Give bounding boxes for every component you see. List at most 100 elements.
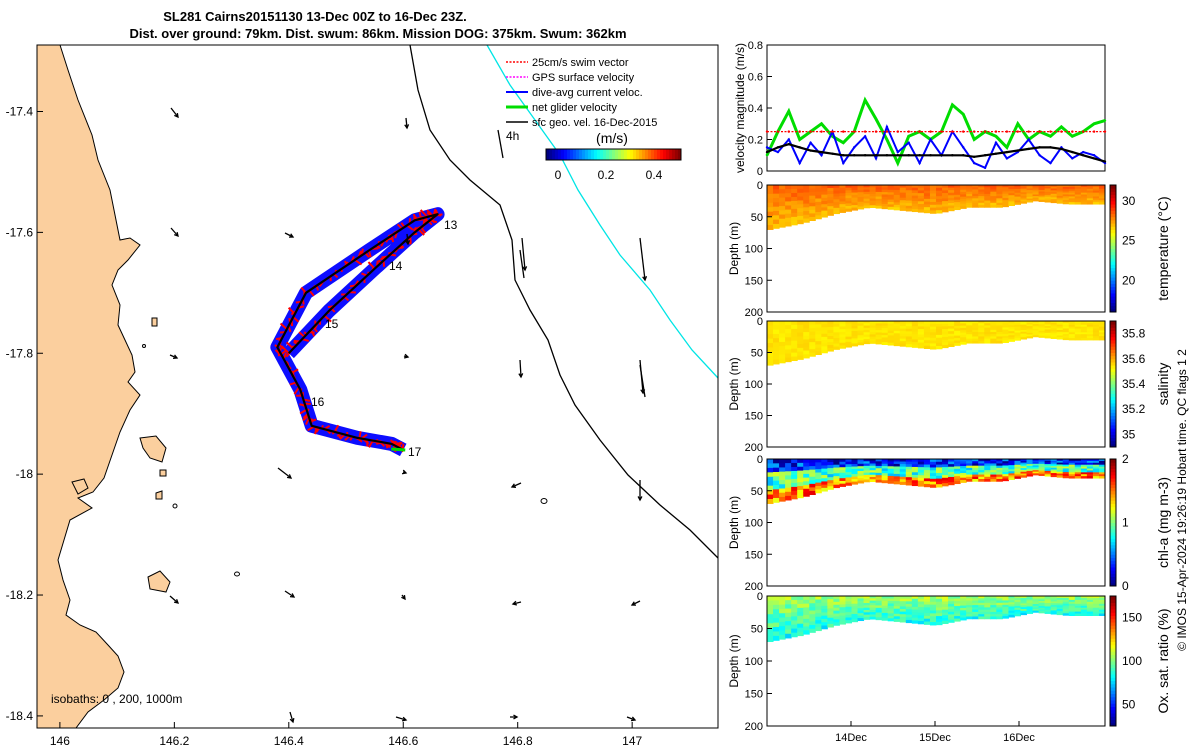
section-cell — [845, 341, 852, 345]
section-cell — [978, 463, 985, 467]
section-cell — [960, 187, 967, 191]
section-cell — [893, 333, 901, 337]
section-cell — [1044, 596, 1052, 599]
section-cell — [809, 628, 816, 633]
section-cell — [779, 321, 786, 326]
section-cell — [1050, 603, 1058, 606]
section-cell — [1080, 607, 1088, 611]
section-cell — [1008, 608, 1015, 612]
section-cell — [857, 470, 865, 474]
section-colorbar-cell — [1110, 361, 1116, 366]
section-cell — [881, 194, 889, 198]
section-cell — [929, 473, 937, 477]
section-cell — [851, 335, 859, 339]
section-cell — [899, 601, 907, 605]
section-cell — [821, 197, 828, 202]
section-cell — [954, 468, 961, 472]
section-cell — [1044, 198, 1052, 201]
section-cell — [1032, 610, 1040, 613]
section-colorbar-cell — [1110, 440, 1116, 445]
section-cell — [929, 610, 937, 614]
section-cell — [773, 489, 780, 495]
section-colorbar-cell — [1110, 500, 1116, 504]
section-cell — [1080, 322, 1088, 326]
section-colorbar-cell — [1110, 216, 1116, 221]
island — [151, 317, 158, 327]
section-cell — [1020, 197, 1028, 201]
section-cell — [984, 479, 991, 482]
section-cell — [972, 329, 979, 333]
section-cell — [845, 185, 852, 189]
section-cell — [767, 325, 774, 331]
section-cell — [803, 321, 810, 326]
section-cell — [839, 472, 846, 476]
section-cell — [917, 339, 925, 344]
section-cell — [984, 325, 991, 329]
section-cell — [948, 598, 955, 602]
section-cell — [797, 459, 804, 464]
section-cell — [863, 327, 871, 331]
section-cell — [779, 617, 786, 623]
geo-arrow — [284, 232, 294, 238]
section-cell — [809, 490, 816, 496]
section-cell — [779, 488, 786, 494]
section-cell — [1038, 604, 1046, 607]
section-cell — [821, 191, 828, 196]
section-cell — [978, 327, 985, 331]
section-cell — [767, 189, 774, 195]
section-cell — [1074, 330, 1082, 333]
map-colorbar-cell — [633, 149, 637, 160]
section-cell — [899, 461, 907, 465]
section-cell — [1086, 460, 1094, 464]
section-cell — [881, 615, 889, 619]
section-colorbar-cell — [1110, 680, 1116, 685]
section-cell — [887, 192, 895, 196]
section-cell — [821, 478, 828, 482]
section-cell — [833, 619, 840, 623]
section-cell — [1008, 602, 1015, 605]
map-colorbar-cell — [669, 149, 673, 160]
section-cell — [984, 607, 991, 611]
section-cell — [887, 199, 895, 203]
section-cell — [1014, 185, 1021, 188]
section-cell — [1032, 460, 1040, 463]
section-cell — [1092, 601, 1100, 605]
section-cell — [948, 617, 955, 621]
section-cell — [845, 606, 852, 610]
section-cell — [857, 323, 865, 327]
section-cell — [1002, 596, 1009, 599]
colorbar-tick: 0.2 — [598, 168, 615, 182]
section-cell — [893, 463, 901, 467]
section-cell — [1032, 196, 1040, 199]
section-cell — [899, 336, 907, 340]
section-cell — [942, 459, 949, 463]
section-cell — [978, 611, 985, 615]
section-cell — [1008, 331, 1015, 334]
section-cell — [1080, 470, 1088, 473]
section-cell — [833, 210, 840, 215]
section-cell — [1056, 192, 1064, 195]
section-cell — [1092, 338, 1100, 341]
section-cell — [1068, 472, 1076, 475]
velocity-point — [1103, 119, 1107, 122]
section-cell — [803, 492, 810, 497]
section-cell — [990, 465, 997, 469]
section-cell — [827, 324, 834, 328]
section-cell — [1098, 601, 1106, 605]
section-cell — [797, 188, 804, 194]
section-cell — [893, 187, 901, 191]
section-cell — [1092, 334, 1100, 337]
section-cell — [911, 328, 919, 333]
isobath-note: isobaths: 0 , 200, 1000m — [51, 692, 182, 706]
section-cell — [863, 477, 871, 481]
map-colorbar-cell — [552, 149, 556, 160]
section-cell — [1002, 200, 1009, 203]
section-cell — [966, 609, 973, 613]
section-cell — [1080, 192, 1088, 196]
section-cell — [803, 350, 810, 355]
section-cell — [1062, 607, 1070, 610]
section-cell — [887, 206, 895, 210]
section-cell — [942, 477, 949, 481]
section-cell — [960, 477, 967, 481]
section-cell — [996, 187, 1003, 190]
